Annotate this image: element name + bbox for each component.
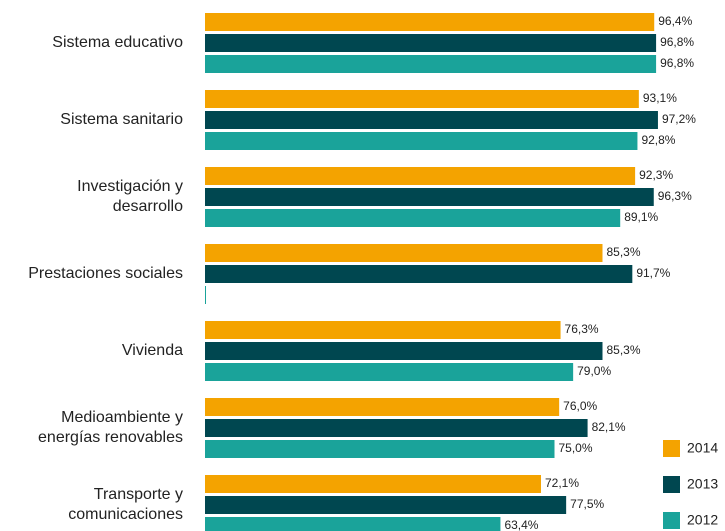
category-label: Sistema educativo xyxy=(52,34,183,51)
value-label: 92,8% xyxy=(641,133,675,147)
bar xyxy=(205,111,658,129)
value-label: 72,1% xyxy=(545,476,579,490)
value-label: 75,0% xyxy=(559,441,593,455)
bar xyxy=(205,363,574,381)
bar xyxy=(205,55,657,73)
category-label: Sistema sanitario xyxy=(60,111,183,128)
bar xyxy=(205,440,555,458)
bar xyxy=(205,34,657,52)
value-label: 89,1% xyxy=(624,210,658,224)
category-label: Prestaciones sociales xyxy=(28,265,183,282)
value-label: 96,8% xyxy=(660,56,694,70)
value-label: 92,3% xyxy=(639,168,673,182)
value-label: 82,1% xyxy=(592,420,626,434)
value-label: 93,1% xyxy=(643,91,677,105)
value-label: 96,4% xyxy=(658,14,692,28)
value-label: 85,3% xyxy=(606,245,640,259)
bar xyxy=(205,286,206,304)
value-label: 96,8% xyxy=(660,35,694,49)
bar xyxy=(205,496,567,514)
bar xyxy=(205,419,588,437)
legend-label: 2013 xyxy=(687,476,718,492)
category-label: Investigación y desarrollo xyxy=(77,178,183,215)
bar xyxy=(205,13,655,31)
value-label: 97,2% xyxy=(662,112,696,126)
bar xyxy=(205,90,639,108)
bar xyxy=(205,209,621,227)
bar xyxy=(205,167,636,185)
value-label: 77,5% xyxy=(570,497,604,511)
legend-swatch xyxy=(663,512,680,529)
value-label: 91,7% xyxy=(636,266,670,280)
bar xyxy=(205,398,560,416)
category-label: Transporte y comunicaciones xyxy=(68,486,183,523)
bar xyxy=(205,244,603,262)
bar xyxy=(205,132,638,150)
value-label: 76,3% xyxy=(565,322,599,336)
legend-label: 2014 xyxy=(687,440,718,456)
category-label: Medioambiente y energías renovables xyxy=(38,409,183,446)
legend-swatch xyxy=(663,440,680,457)
bar xyxy=(205,188,654,206)
legend-swatch xyxy=(663,476,680,493)
value-label: 85,3% xyxy=(606,343,640,357)
bar xyxy=(205,475,541,493)
category-label: Vivienda xyxy=(122,342,183,359)
value-label: 63,4% xyxy=(504,518,538,531)
bar xyxy=(205,517,501,531)
bar xyxy=(205,342,603,360)
value-label: 79,0% xyxy=(577,364,611,378)
value-label: 96,3% xyxy=(658,189,692,203)
bar xyxy=(205,321,561,339)
value-label: 76,0% xyxy=(563,399,597,413)
legend-label: 2012 xyxy=(687,512,718,528)
bar xyxy=(205,265,633,283)
